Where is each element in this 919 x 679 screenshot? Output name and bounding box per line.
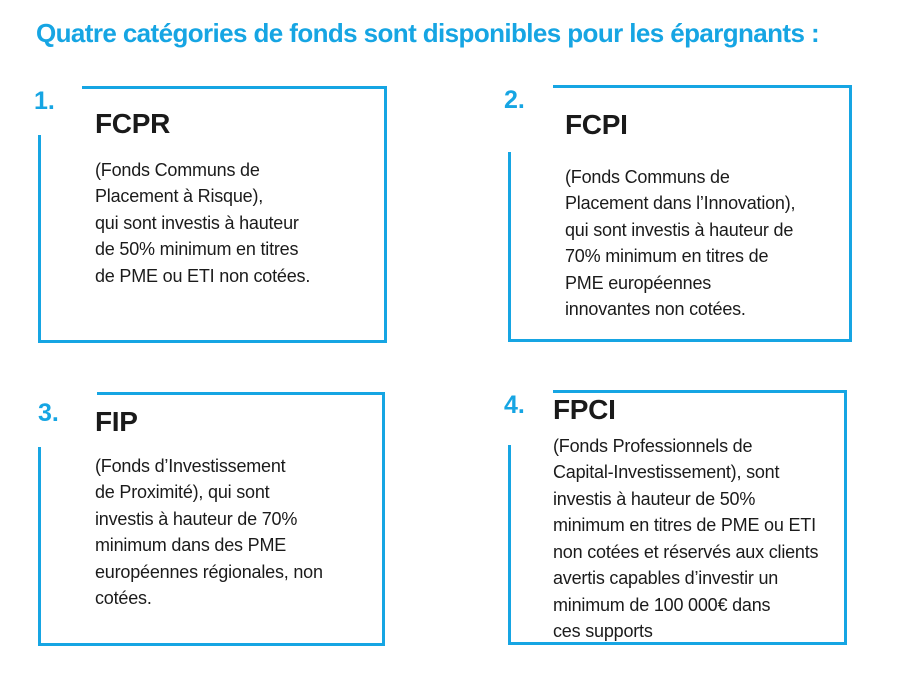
card-acronym: FCPR — [95, 108, 171, 139]
card-content: FPCI (Fonds Professionnels de Capital-In… — [508, 393, 847, 645]
card-border-top — [97, 392, 385, 395]
card-content: FCPR (Fonds Communs de Placement à Risqu… — [38, 107, 387, 289]
card-description: (Fonds Communs de Placement dans l’Innov… — [565, 166, 796, 320]
card-border-right — [844, 390, 847, 645]
card-acronym: FPCI — [553, 394, 616, 425]
card-acronym: FCPI — [565, 109, 628, 140]
card-border-left — [508, 445, 511, 645]
card-description: (Fonds d’Investissement de Proximité), q… — [95, 455, 323, 609]
card-border-right — [849, 85, 852, 342]
card-number: 2. — [504, 86, 525, 114]
card-description: (Fonds Professionnels de Capital-Investi… — [553, 435, 819, 642]
page-title: Quatre catégories de fonds sont disponib… — [36, 18, 820, 48]
card-border-top — [553, 85, 852, 88]
card-content: FIP (Fonds d’Investissement de Proximité… — [38, 405, 385, 612]
fund-card-fcpr: 1. FCPR (Fonds Communs de Placement à Ri… — [34, 86, 387, 343]
fund-card-fcpi: 2. FCPI (Fonds Communs de Placement dans… — [504, 85, 852, 342]
card-border-left — [38, 135, 41, 343]
card-description: (Fonds Communs de Placement à Risque), q… — [95, 159, 311, 286]
card-border-right — [382, 392, 385, 646]
card-number: 3. — [38, 399, 59, 427]
card-border-top — [553, 390, 847, 393]
card-border-left — [508, 152, 511, 342]
fund-card-fpci: 4. FPCI (Fonds Professionnels de Capital… — [504, 390, 847, 645]
card-border-bottom — [508, 339, 852, 342]
card-border-bottom — [38, 643, 385, 646]
card-border-right — [384, 86, 387, 343]
card-acronym: FIP — [95, 406, 138, 437]
card-content: FCPI (Fonds Communs de Placement dans l’… — [508, 108, 852, 323]
card-border-top — [82, 86, 387, 89]
card-border-bottom — [508, 642, 847, 645]
card-number: 4. — [504, 391, 525, 419]
card-number: 1. — [34, 87, 55, 115]
card-border-bottom — [38, 340, 387, 343]
fund-card-fip: 3. FIP (Fonds d’Investissement de Proxim… — [38, 392, 385, 646]
card-border-left — [38, 447, 41, 646]
